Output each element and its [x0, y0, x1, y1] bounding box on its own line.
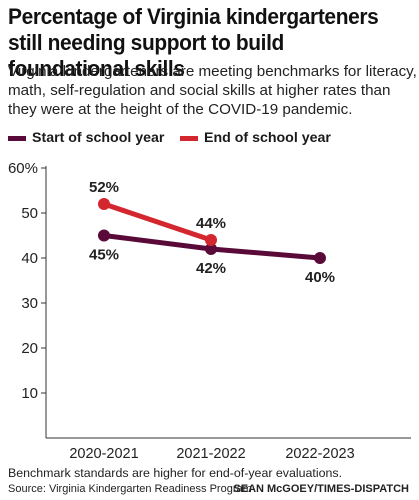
data-label: 45%: [89, 247, 119, 264]
data-label: 42%: [196, 260, 226, 277]
legend-item-end: End of school year: [180, 130, 331, 146]
y-tick-label: 50: [21, 205, 38, 222]
x-tick-label: 2020-2021: [69, 446, 138, 462]
data-label: 40%: [305, 269, 335, 286]
y-tick-label: 20: [21, 340, 38, 357]
legend-swatch-end: [180, 135, 198, 141]
data-label: 44%: [196, 215, 226, 232]
legend-swatch-start: [8, 135, 26, 141]
credit-line: SEAN McGOEY/TIMES-DISPATCH: [233, 483, 409, 495]
data-point-end: [98, 198, 110, 210]
y-tick-label: 30: [21, 295, 38, 312]
footnote: Benchmark standards are higher for end-o…: [8, 466, 343, 480]
data-point-start: [205, 243, 217, 255]
series-line-end: [101, 201, 214, 243]
data-point-start: [98, 229, 110, 242]
legend-label-end: End of school year: [204, 130, 331, 146]
legend-label-start: Start of school year: [32, 130, 165, 146]
data-label: 52%: [89, 179, 119, 196]
y-tick-label: 10: [21, 385, 38, 402]
data-point-end: [205, 234, 217, 246]
line-chart: 10 20 30 40 50 60% 2020-2021 2021-2022 2022-2023…: [8, 160, 411, 462]
y-tick-label: 60%: [8, 160, 38, 177]
x-tick-label: 2021-2022: [176, 446, 245, 462]
chart-title: Percentage of Virginia kindergarteners s…: [8, 4, 379, 81]
y-tick-label: 40: [21, 250, 38, 267]
x-tick-label: 2022-2023: [285, 446, 354, 462]
legend-item-start: Start of school year: [8, 130, 164, 146]
chart-subtitle: Virginia kindergarteners are meeting ben…: [8, 63, 417, 118]
source-line: Source: Virginia Kindergarten Readiness …: [8, 483, 252, 495]
legend: Start of school year End of school year: [8, 130, 413, 150]
data-point-start: [314, 252, 326, 264]
